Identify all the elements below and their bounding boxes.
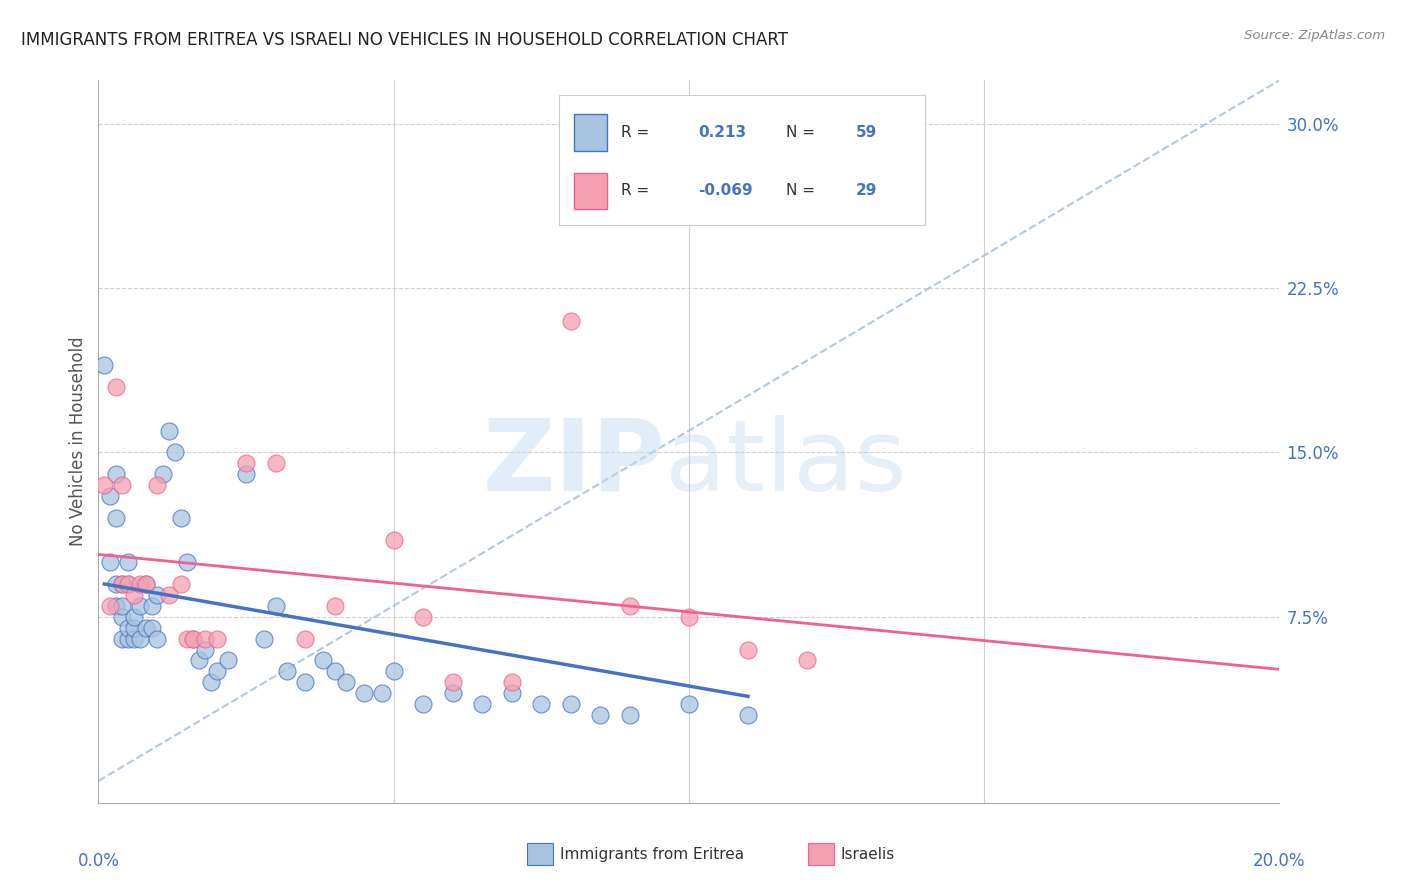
Point: [737, 708, 759, 723]
Point: [294, 632, 316, 646]
Point: [135, 577, 157, 591]
Point: [335, 675, 357, 690]
Point: [111, 478, 134, 492]
Point: [157, 424, 180, 438]
Point: [371, 686, 394, 700]
Point: [205, 665, 228, 679]
Point: [589, 708, 612, 723]
Point: [235, 457, 257, 471]
Point: [105, 467, 128, 482]
Point: [678, 609, 700, 624]
Point: [141, 599, 163, 613]
Point: [471, 698, 494, 712]
Point: [111, 577, 134, 591]
Point: [98, 489, 121, 503]
Point: [264, 599, 287, 613]
Point: [152, 467, 174, 482]
Point: [170, 511, 193, 525]
Point: [353, 686, 375, 700]
Point: [170, 577, 193, 591]
Point: [111, 577, 134, 591]
Point: [117, 632, 139, 646]
Point: [217, 653, 239, 667]
Point: [619, 708, 641, 723]
Point: [122, 588, 145, 602]
Point: [93, 358, 115, 372]
Point: [105, 577, 128, 591]
Y-axis label: No Vehicles in Household: No Vehicles in Household: [69, 336, 87, 547]
Point: [412, 609, 434, 624]
Point: [157, 588, 180, 602]
Point: [135, 621, 157, 635]
Point: [501, 686, 523, 700]
Point: [187, 653, 209, 667]
Point: [105, 511, 128, 525]
Text: Source: ZipAtlas.com: Source: ZipAtlas.com: [1244, 29, 1385, 42]
Point: [235, 467, 257, 482]
Point: [98, 555, 121, 569]
Point: [105, 380, 128, 394]
Point: [128, 632, 150, 646]
Point: [323, 665, 346, 679]
Point: [105, 599, 128, 613]
Point: [135, 577, 157, 591]
Point: [146, 588, 169, 602]
Text: Israelis: Israelis: [841, 847, 896, 862]
Point: [560, 698, 582, 712]
Point: [146, 632, 169, 646]
Text: 20.0%: 20.0%: [1253, 852, 1306, 870]
Point: [312, 653, 335, 667]
Point: [441, 675, 464, 690]
Point: [111, 632, 134, 646]
Point: [441, 686, 464, 700]
Point: [98, 599, 121, 613]
Point: [323, 599, 346, 613]
Text: atlas: atlas: [665, 415, 907, 512]
Point: [194, 632, 217, 646]
Point: [796, 653, 818, 667]
Point: [737, 642, 759, 657]
Point: [678, 698, 700, 712]
Point: [276, 665, 298, 679]
Point: [382, 665, 405, 679]
Text: ZIP: ZIP: [482, 415, 665, 512]
Point: [176, 632, 198, 646]
Point: [194, 642, 217, 657]
Text: Immigrants from Eritrea: Immigrants from Eritrea: [560, 847, 744, 862]
Point: [93, 478, 115, 492]
Point: [122, 621, 145, 635]
Point: [560, 314, 582, 328]
Point: [648, 183, 671, 197]
Point: [382, 533, 405, 547]
Text: 0.0%: 0.0%: [77, 852, 120, 870]
Text: IMMIGRANTS FROM ERITREA VS ISRAELI NO VEHICLES IN HOUSEHOLD CORRELATION CHART: IMMIGRANTS FROM ERITREA VS ISRAELI NO VE…: [21, 31, 789, 49]
Point: [181, 632, 204, 646]
Point: [294, 675, 316, 690]
Point: [111, 609, 134, 624]
Point: [122, 609, 145, 624]
Point: [181, 632, 204, 646]
Point: [165, 445, 187, 459]
Point: [176, 555, 198, 569]
Point: [412, 698, 434, 712]
Point: [200, 675, 222, 690]
Point: [264, 457, 287, 471]
Point: [117, 577, 139, 591]
Point: [117, 577, 139, 591]
Point: [501, 675, 523, 690]
Point: [205, 632, 228, 646]
Point: [128, 577, 150, 591]
Point: [117, 555, 139, 569]
Point: [141, 621, 163, 635]
Point: [111, 599, 134, 613]
Point: [253, 632, 276, 646]
Point: [122, 632, 145, 646]
Point: [619, 599, 641, 613]
Point: [128, 599, 150, 613]
Point: [146, 478, 169, 492]
Point: [117, 621, 139, 635]
Point: [530, 698, 553, 712]
